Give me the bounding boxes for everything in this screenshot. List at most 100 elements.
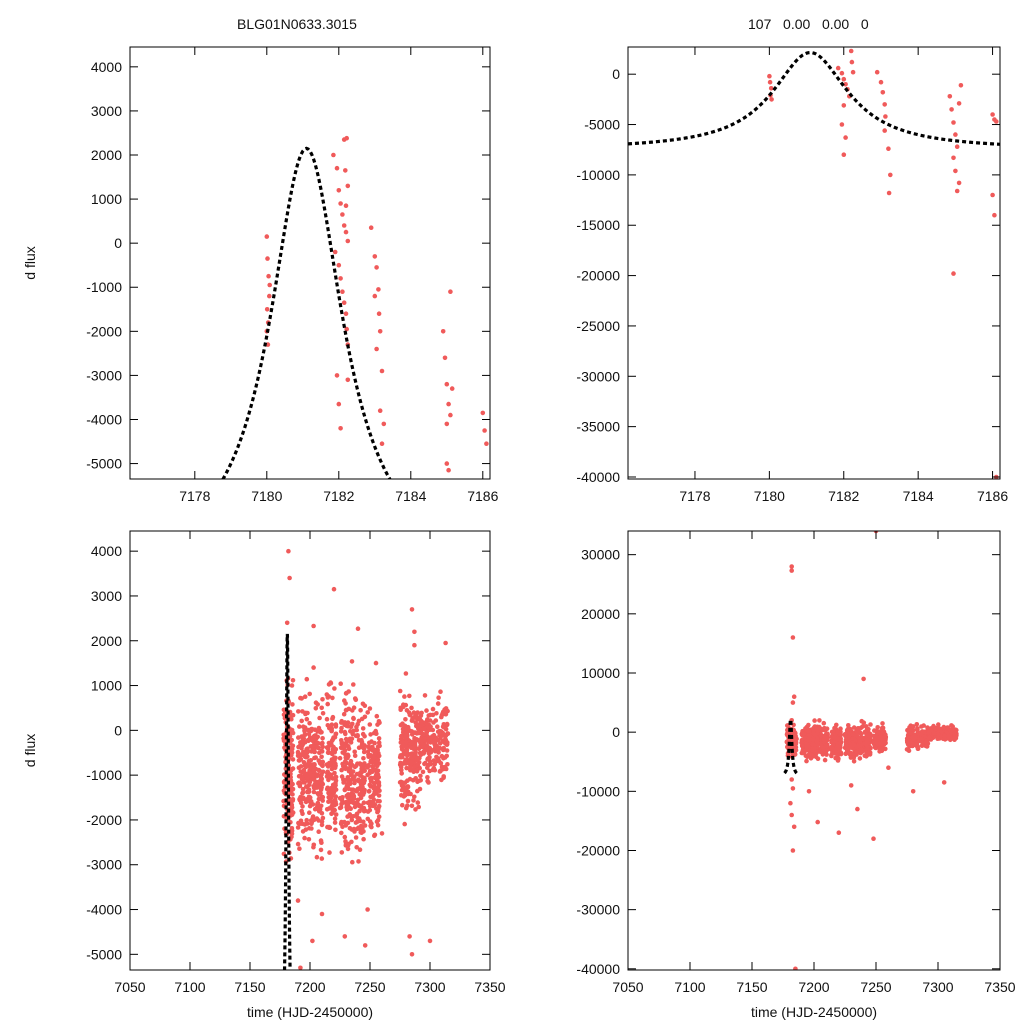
- data-point: [862, 735, 868, 740]
- data-point: [435, 701, 441, 706]
- data-point: [424, 729, 430, 735]
- data-point: [284, 620, 290, 626]
- y-axis-label: d flux: [22, 246, 38, 279]
- data-point: [399, 771, 405, 776]
- data-point: [333, 778, 339, 783]
- data-point: [398, 722, 404, 728]
- data-point: [302, 728, 307, 733]
- data-point: [331, 152, 336, 158]
- data-point: [422, 693, 428, 698]
- data-point: [868, 722, 873, 727]
- data-point: [936, 722, 941, 727]
- chart-title-right: 107 0.00 0.00 0: [748, 16, 869, 32]
- data-point: [287, 769, 293, 775]
- data-point: [769, 97, 774, 102]
- data-point: [290, 798, 296, 803]
- data-point: [332, 686, 337, 691]
- data-point: [351, 715, 356, 721]
- model-curve: [282, 633, 292, 970]
- data-point: [403, 717, 408, 722]
- data-point: [821, 720, 827, 726]
- data-point: [332, 770, 337, 776]
- data-point: [313, 755, 319, 760]
- data-point: [340, 212, 345, 217]
- data-point: [409, 705, 414, 711]
- data-point: [936, 732, 941, 738]
- data-point: [882, 128, 887, 133]
- data-point: [401, 702, 406, 707]
- data-point: [343, 229, 349, 235]
- data-point: [362, 943, 368, 948]
- data-point: [415, 788, 420, 794]
- data-point: [956, 180, 962, 186]
- data-point: [951, 120, 956, 125]
- data-point: [414, 710, 420, 716]
- data-point: [808, 756, 814, 761]
- y-tick-label: -5000: [584, 117, 620, 133]
- data-point: [361, 749, 367, 755]
- data-point: [882, 102, 887, 107]
- data-point: [365, 710, 371, 715]
- data-point: [320, 744, 326, 750]
- data-point: [289, 831, 295, 836]
- data-point: [804, 747, 809, 753]
- data-point: [307, 691, 313, 697]
- data-point: [445, 762, 450, 767]
- data-point: [287, 575, 292, 581]
- data-point: [875, 730, 880, 735]
- y-tick-label: 20000: [581, 606, 620, 622]
- data-point: [855, 806, 860, 812]
- data-point: [360, 731, 366, 737]
- data-point: [793, 966, 798, 970]
- data-point: [418, 713, 424, 718]
- data-point: [305, 771, 310, 776]
- data-point: [305, 775, 310, 781]
- y-tick-label: -40000: [576, 961, 620, 977]
- data-point: [790, 848, 796, 853]
- data-point: [851, 755, 857, 760]
- y-tick-label: 0: [114, 235, 122, 251]
- data-point: [422, 736, 427, 741]
- data-point: [817, 726, 822, 732]
- data-point: [362, 787, 367, 793]
- data-point: [818, 733, 824, 739]
- data-point: [413, 807, 418, 812]
- data-point: [361, 800, 367, 805]
- data-point: [427, 745, 433, 751]
- data-point: [426, 713, 432, 718]
- data-point: [330, 714, 336, 720]
- data-point: [300, 804, 305, 809]
- data-point: [444, 461, 450, 466]
- data-point: [316, 829, 322, 834]
- data-point: [266, 273, 271, 279]
- x-tick-label: 7184: [903, 488, 934, 504]
- data-point: [341, 300, 347, 306]
- data-point: [324, 807, 330, 812]
- data-point: [379, 441, 385, 447]
- data-point: [412, 642, 417, 648]
- data-point: [301, 724, 306, 729]
- data-point: [264, 234, 270, 239]
- data-point: [316, 745, 321, 751]
- y-tick-label: 0: [612, 66, 620, 82]
- data-point: [296, 735, 301, 740]
- x-tick-label: 7100: [174, 979, 205, 995]
- data-point: [319, 705, 325, 711]
- data-point: [326, 799, 331, 804]
- data-point: [305, 749, 310, 755]
- data-point: [310, 938, 315, 944]
- data-point: [355, 721, 361, 727]
- data-point: [880, 721, 885, 726]
- data-point: [365, 907, 370, 912]
- data-point: [425, 775, 430, 780]
- data-point: [349, 799, 355, 805]
- data-point: [405, 798, 411, 804]
- data-point: [402, 735, 408, 741]
- data-point: [412, 629, 417, 635]
- data-point: [372, 747, 377, 753]
- data-point: [336, 262, 342, 268]
- data-point: [866, 726, 871, 732]
- data-point: [360, 825, 365, 831]
- data-point: [325, 723, 331, 728]
- data-point: [313, 706, 319, 711]
